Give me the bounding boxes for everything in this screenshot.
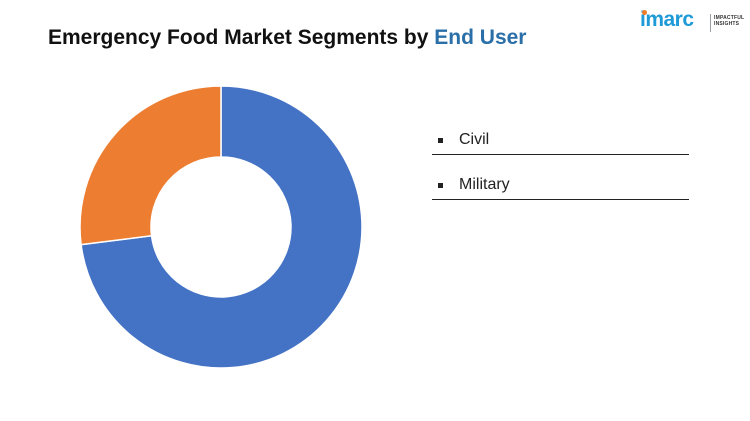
title-prefix: Emergency Food Market Segments by — [48, 26, 435, 49]
donut-slice-civil — [80, 85, 363, 369]
legend-bullet-icon — [438, 138, 443, 143]
chart-title: Emergency Food Market Segments by End Us… — [48, 26, 526, 50]
logo-wordmark: imarc — [640, 8, 694, 32]
imarc-logo: imarc IMPACTFUL INSIGHTS — [640, 8, 744, 38]
legend-item-civil: Civil — [432, 130, 689, 155]
logo-tagline: IMPACTFUL INSIGHTS — [714, 15, 745, 27]
legend-label-civil: Civil — [459, 131, 490, 148]
legend-item-military: Military — [432, 175, 689, 200]
title-highlight: End User — [434, 26, 527, 49]
legend-label-military: Military — [459, 176, 510, 193]
donut-slice-military — [79, 85, 222, 246]
logo-divider — [710, 14, 711, 32]
legend-bullet-icon — [438, 183, 443, 188]
logo-word-text: imarc — [640, 8, 694, 31]
logo-dot-icon — [642, 10, 647, 15]
